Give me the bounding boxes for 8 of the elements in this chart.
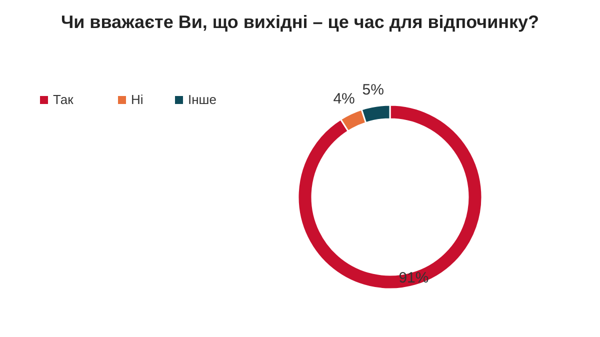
chart-title: Чи вважаєте Ви, що вихідні – це час для відпочинку? — [60, 12, 540, 32]
data-label: 91% — [398, 270, 429, 287]
data-label: 4% — [333, 90, 355, 108]
data-label: 5% — [362, 81, 384, 98]
donut-slice — [297, 104, 483, 290]
legend-label: Ні — [131, 92, 144, 107]
legend-label: Інше — [188, 92, 216, 107]
legend-label: Так — [53, 92, 74, 107]
